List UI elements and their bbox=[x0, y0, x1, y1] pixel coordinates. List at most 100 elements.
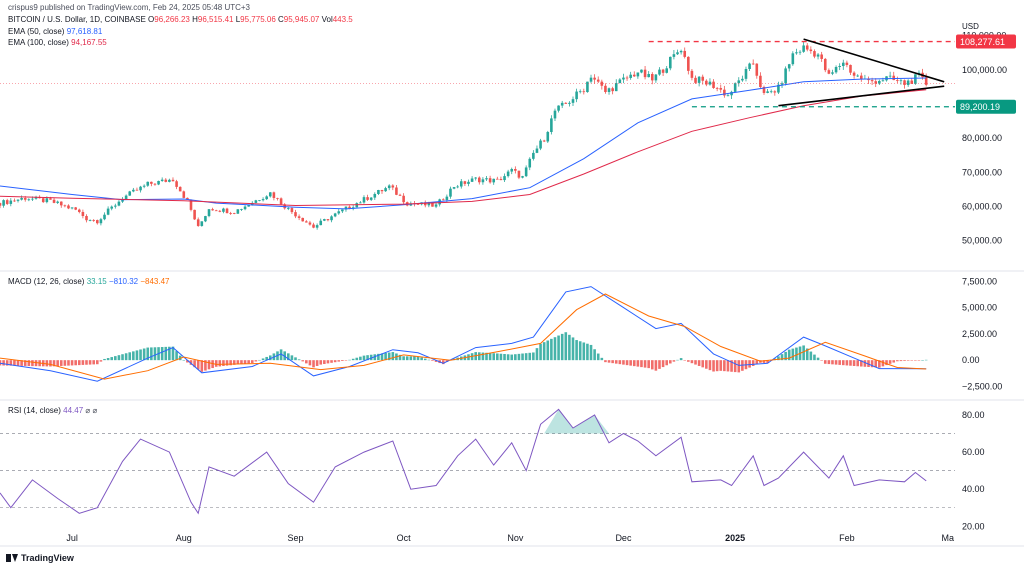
macd-histogram-bar bbox=[218, 360, 222, 367]
candle-body bbox=[305, 221, 308, 223]
candle-body bbox=[478, 177, 481, 183]
macd-histogram-bar bbox=[362, 355, 366, 361]
macd-histogram-bar bbox=[168, 346, 171, 361]
ema100-legend[interactable]: EMA (100, close) 94,167.55 bbox=[8, 38, 107, 48]
candle-body bbox=[474, 177, 477, 179]
candle-body bbox=[503, 176, 506, 181]
close-label: C bbox=[278, 15, 284, 24]
macd-histogram-bar bbox=[514, 354, 517, 361]
macd-axis-tick: 5,000.00 bbox=[962, 303, 997, 313]
candle-body bbox=[924, 77, 928, 85]
macd-histogram-bar bbox=[845, 360, 849, 366]
candle-body bbox=[661, 69, 665, 73]
macd-histogram-bar bbox=[204, 360, 207, 371]
macd-histogram-bar bbox=[578, 341, 582, 361]
resistance-badge: 108,277.61 bbox=[960, 37, 1005, 47]
support-badge: 89,200.19 bbox=[960, 102, 1000, 112]
published-text: crispus9 published on TradingView.com, F… bbox=[8, 3, 250, 12]
macd-histogram-bar bbox=[193, 360, 196, 368]
candle-body bbox=[805, 45, 809, 50]
candle-body bbox=[892, 75, 896, 81]
macd-histogram-bar bbox=[214, 360, 218, 367]
candle-body bbox=[218, 210, 222, 212]
macd-histogram-bar bbox=[99, 360, 103, 362]
macd-histogram-bar bbox=[142, 348, 146, 361]
macd-histogram-bar bbox=[813, 354, 816, 361]
candle-body bbox=[423, 202, 427, 206]
macd-histogram-bar bbox=[369, 354, 373, 361]
candle-body bbox=[67, 205, 70, 209]
low-label: L bbox=[235, 15, 241, 24]
macd-histogram-bar bbox=[834, 360, 838, 365]
macd-histogram-bar bbox=[719, 360, 723, 371]
macd-histogram-bar bbox=[207, 360, 211, 370]
macd-histogram-bar bbox=[413, 356, 416, 361]
macd-histogram-bar bbox=[326, 360, 330, 364]
candle-body bbox=[614, 83, 618, 92]
macd-histogram-bar bbox=[827, 360, 831, 365]
macd-histogram-bar bbox=[236, 360, 240, 365]
macd-histogram-bar bbox=[737, 360, 741, 373]
candle-body bbox=[521, 176, 524, 178]
candle-body bbox=[23, 198, 27, 200]
macd-histogram-bar bbox=[232, 360, 236, 365]
candle-body bbox=[16, 199, 20, 201]
macd-histogram-bar bbox=[687, 360, 690, 362]
ema50-legend[interactable]: EMA (50, close) 97,618.81 bbox=[8, 27, 102, 37]
macd-histogram-bar bbox=[13, 360, 16, 366]
macd-histogram-bar bbox=[888, 360, 892, 364]
close-value: 95,945.07 bbox=[283, 15, 320, 24]
candle-body bbox=[903, 80, 906, 85]
macd-histogram-bar bbox=[658, 360, 661, 369]
macd-histogram-bar bbox=[586, 343, 589, 361]
macd-histogram-bar bbox=[96, 360, 99, 365]
candle-body bbox=[625, 77, 629, 79]
macd-histogram-bar bbox=[607, 360, 611, 363]
candle-body bbox=[355, 203, 359, 208]
macd-histogram-bar bbox=[434, 360, 438, 362]
candle-body bbox=[59, 201, 63, 206]
rsi-axis-tick: 40.00 bbox=[962, 484, 985, 494]
macd-histogram-bar bbox=[351, 358, 355, 361]
macd-histogram-bar bbox=[409, 356, 413, 361]
candle-body bbox=[539, 140, 542, 149]
candle-body bbox=[377, 189, 380, 194]
candle-body bbox=[287, 208, 290, 209]
macd-histogram-bar bbox=[135, 350, 139, 361]
macd-histogram-bar bbox=[128, 352, 132, 361]
macd-histogram-bar bbox=[387, 352, 391, 361]
macd-legend[interactable]: MACD (12, 26, close) 33.15 −810.32 −843.… bbox=[8, 277, 169, 287]
macd-histogram-bar bbox=[503, 354, 506, 361]
candle-body bbox=[741, 78, 744, 81]
macd-histogram-bar bbox=[67, 360, 70, 366]
candle-body bbox=[618, 79, 622, 84]
macd-histogram-bar bbox=[917, 360, 921, 361]
macd-histogram-bar bbox=[697, 360, 701, 366]
macd-histogram-bar bbox=[683, 360, 687, 361]
macd-histogram-bar bbox=[903, 360, 906, 361]
candle-body bbox=[200, 221, 204, 226]
candle-body bbox=[103, 214, 106, 220]
candle-body bbox=[665, 68, 668, 73]
price-axis-tick: 70,000.00 bbox=[962, 167, 1002, 177]
macd-histogram-bar bbox=[268, 355, 272, 361]
rsi-legend[interactable]: RSI (14, close) 44.47 ⌀ ⌀ bbox=[8, 406, 97, 416]
macd-histogram-bar bbox=[355, 357, 359, 361]
rsi-overbought-fill bbox=[544, 409, 610, 434]
macd-histogram-bar bbox=[301, 360, 305, 362]
candle-body bbox=[114, 205, 117, 207]
candle-body bbox=[110, 206, 114, 209]
candle-body bbox=[92, 220, 95, 221]
macd-histogram-bar bbox=[290, 355, 294, 361]
candle-body bbox=[878, 80, 881, 84]
macd-value: −810.32 bbox=[108, 277, 139, 286]
macd-histogram-bar bbox=[254, 360, 258, 362]
macd-histogram-bar bbox=[805, 348, 809, 361]
candle-body bbox=[186, 197, 189, 200]
x-axis-tick: Sep bbox=[288, 533, 304, 543]
tradingview-logo[interactable]: TradingView bbox=[6, 553, 74, 563]
macd-histogram-bar bbox=[478, 352, 481, 361]
macd-histogram-bar bbox=[117, 355, 121, 361]
macd-histogram-bar bbox=[56, 360, 59, 367]
macd-histogram-bar bbox=[625, 360, 629, 366]
